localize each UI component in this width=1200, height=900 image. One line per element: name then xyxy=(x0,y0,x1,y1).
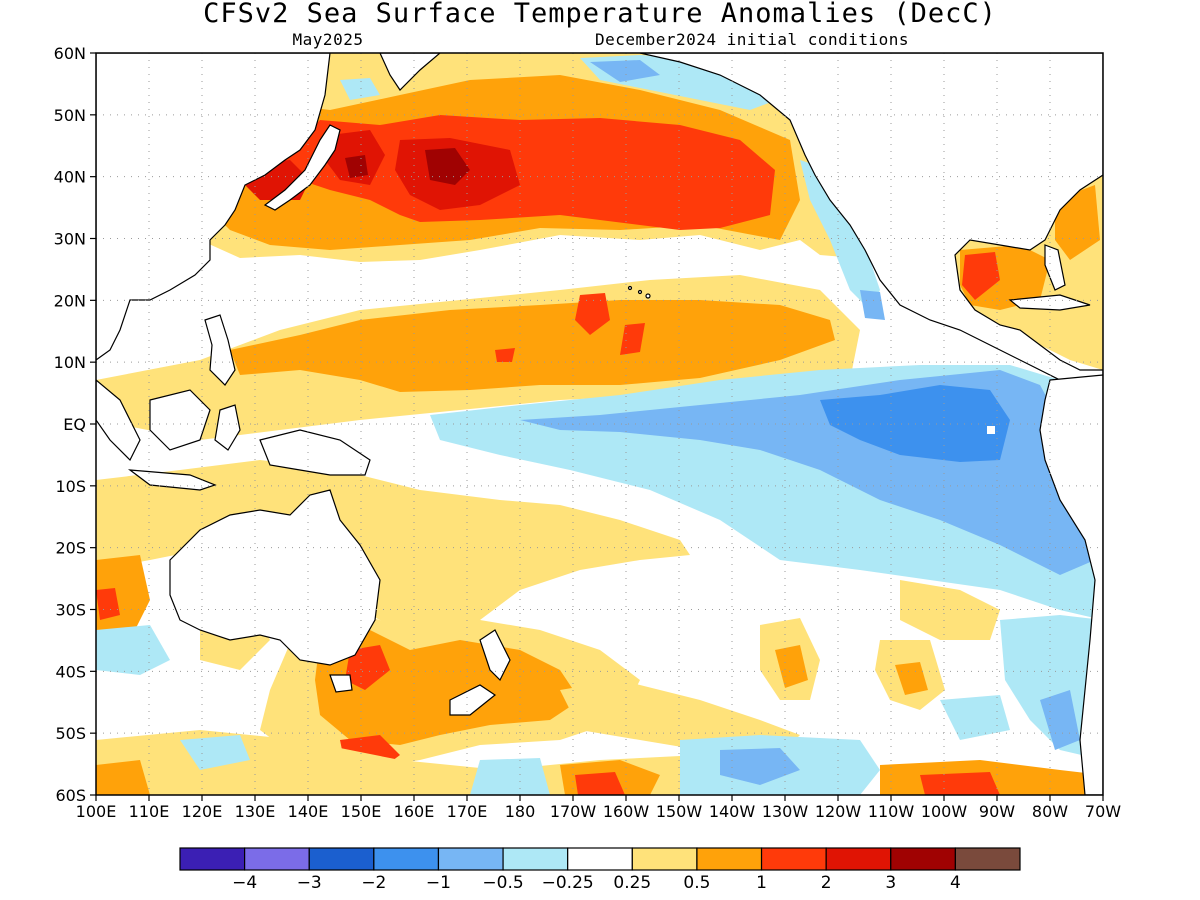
australia-land xyxy=(169,489,381,666)
longitude-axis: 100E 110E 120E 130E 140E 150E 160E 170E 180 170W 1… xyxy=(76,795,1121,821)
lat-lon-grid xyxy=(96,53,1103,795)
colorbar-swatch xyxy=(890,847,956,871)
colorbar-swatch xyxy=(179,847,246,871)
tasmania-land xyxy=(329,674,353,693)
figure-title: CFSv2 Sea Surface Temperature Anomalies … xyxy=(203,0,997,29)
colorbar-label: −2 xyxy=(361,873,386,893)
lat-label: 50N xyxy=(54,106,86,125)
colorbar-label: 2 xyxy=(821,873,832,893)
lon-label: 120E xyxy=(182,802,223,821)
colorbar-swatch xyxy=(244,847,310,871)
colorbar-label: −4 xyxy=(232,873,257,893)
colorbar-label: −0.5 xyxy=(482,873,523,893)
lat-label: 40N xyxy=(54,168,86,187)
south-america-land xyxy=(1039,374,1103,795)
lon-label: 100W xyxy=(921,802,968,821)
kamchatka-land xyxy=(379,53,441,91)
lon-label: 150W xyxy=(656,802,703,821)
lon-label: 110W xyxy=(868,802,915,821)
lat-label: 50S xyxy=(55,724,86,743)
cuba-land xyxy=(1008,294,1091,311)
colorbar-swatch xyxy=(567,847,633,871)
colorbar-swatch xyxy=(308,847,375,871)
lon-label: 100E xyxy=(76,802,117,821)
philippines-land xyxy=(204,314,236,386)
japan-land xyxy=(263,124,341,211)
lon-label: 90W xyxy=(979,802,1015,821)
lat-label: 10S xyxy=(55,477,86,496)
java-land xyxy=(127,469,217,491)
colorbar-swatch xyxy=(760,847,827,871)
map-panel xyxy=(96,53,1103,795)
lat-label: EQ xyxy=(63,415,86,434)
lon-label: 180 xyxy=(505,802,536,821)
new-zealand-south-land xyxy=(449,684,497,716)
colorbar-swatch xyxy=(373,847,440,871)
colorbar-swatch xyxy=(825,847,892,871)
new-guinea-land xyxy=(259,429,371,476)
sulawesi-land xyxy=(214,404,241,451)
lat-label: 10N xyxy=(54,353,86,372)
lat-label: 20S xyxy=(55,539,86,558)
colorbar-label: 3 xyxy=(885,873,896,893)
colorbar-label: 4 xyxy=(950,873,961,893)
lon-label: 160W xyxy=(603,802,650,821)
colorbar-label: 0.5 xyxy=(683,873,710,893)
southern-cold-anomaly xyxy=(96,615,1103,795)
north-america-land xyxy=(639,53,1103,386)
colorbar-label: −1 xyxy=(426,873,451,893)
lon-label: 150E xyxy=(341,802,382,821)
colorbar-label: 0.25 xyxy=(613,873,651,893)
lon-label: 170E xyxy=(447,802,488,821)
lon-label: 70W xyxy=(1085,802,1121,821)
northern-cold-anomaly xyxy=(340,55,885,320)
lon-label: 110E xyxy=(129,802,170,821)
lat-label: 20N xyxy=(54,291,86,310)
borneo-land xyxy=(149,389,211,451)
new-zealand-land xyxy=(479,629,511,682)
colorbar: −4 −3 −2 −1 −0.5 −0.25 0.25 0.5 1 2 3 4 xyxy=(179,847,1021,893)
lon-label: 160E xyxy=(394,802,435,821)
lat-label: 40S xyxy=(55,662,86,681)
colorbar-swatch xyxy=(631,847,698,871)
colorbar-swatch xyxy=(437,847,504,871)
lat-label: 30S xyxy=(55,601,86,620)
lon-label: 140E xyxy=(288,802,329,821)
lon-label: 80W xyxy=(1032,802,1068,821)
lon-label: 170W xyxy=(550,802,597,821)
colorbar-label: −3 xyxy=(297,873,322,893)
sumatra-land xyxy=(96,379,141,462)
lon-label: 120W xyxy=(815,802,862,821)
lon-label: 130W xyxy=(762,802,809,821)
lat-label: 60S xyxy=(55,786,86,805)
asia-land xyxy=(96,53,331,361)
lon-label: 130E xyxy=(235,802,276,821)
coastlines xyxy=(96,53,1103,795)
colorbar-swatch xyxy=(954,847,1021,871)
latitude-axis: 60N 50N 40N 30N 20N 10N EQ 10S 20S 30S 40S 50S 60S xyxy=(54,44,96,805)
initial-conditions: December2024 initial conditions xyxy=(595,30,909,49)
colorbar-label: −0.25 xyxy=(542,873,594,893)
lon-label: 140W xyxy=(709,802,756,821)
lat-label: 30N xyxy=(54,230,86,249)
colorbar-label: 1 xyxy=(756,873,767,893)
lat-label: 60N xyxy=(54,44,86,63)
colorbar-swatch xyxy=(696,847,763,871)
colorbar-swatch xyxy=(502,847,569,871)
southern-warm-anomaly xyxy=(96,460,1103,795)
tropical-warm-anomaly xyxy=(96,275,860,440)
forecast-month: May2025 xyxy=(293,30,364,49)
